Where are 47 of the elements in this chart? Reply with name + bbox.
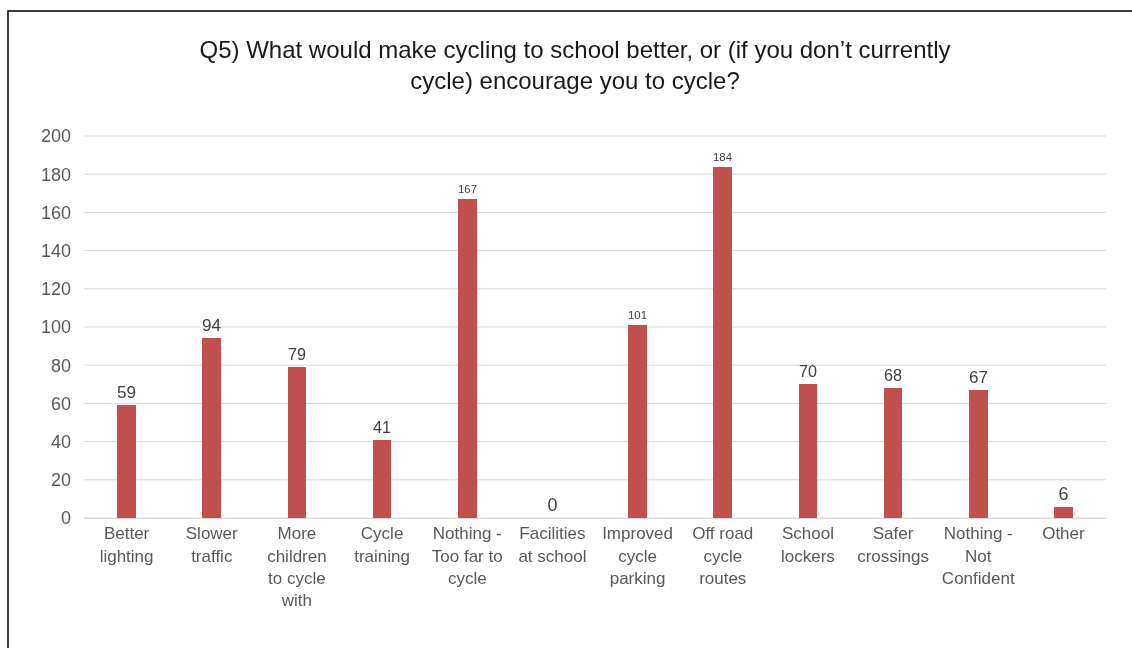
data-label: 94 xyxy=(202,316,221,336)
x-tick-label: Cycle training xyxy=(354,524,410,566)
y-tick-label: 60 xyxy=(50,393,71,414)
chart-title: Q5) What would make cycling to school better, or (if you don’t currently cycle) encourage you to cycle? xyxy=(199,36,951,95)
data-label: 0 xyxy=(547,495,558,515)
bar xyxy=(799,384,817,518)
bar xyxy=(969,390,988,518)
x-tick-label: School lockers xyxy=(780,524,835,566)
data-label: 41 xyxy=(373,418,391,437)
data-label: 68 xyxy=(884,366,902,385)
bar xyxy=(458,199,477,518)
bar xyxy=(1054,507,1073,518)
data-label: 67 xyxy=(969,368,988,388)
y-tick-label: 120 xyxy=(40,279,71,300)
bar xyxy=(713,167,732,518)
y-tick-label: 180 xyxy=(40,164,71,185)
bar xyxy=(288,367,306,518)
x-tick-label: Nothing - Not Confident xyxy=(941,524,1015,588)
x-tick-label: Facilities at school xyxy=(518,524,587,566)
x-tick-label: More children to cycle with xyxy=(267,524,327,610)
y-tick-label: 0 xyxy=(60,508,71,529)
data-label: 59 xyxy=(117,383,136,403)
data-label: 79 xyxy=(288,345,306,364)
x-tick-label: Nothing - Too far to cycle xyxy=(431,524,503,588)
y-tick-label: 100 xyxy=(40,317,71,338)
x-tick-label: Other xyxy=(1042,524,1086,544)
bar xyxy=(628,325,647,518)
data-label: 6 xyxy=(1058,484,1069,504)
y-tick-label: 40 xyxy=(50,431,71,452)
bar xyxy=(117,405,136,518)
x-tick-label: Safer crossings xyxy=(857,524,929,566)
x-tick-label: Improved cycle parking xyxy=(602,524,674,588)
data-label: 184 xyxy=(713,151,732,164)
data-label: 101 xyxy=(628,309,647,322)
x-tick-label: Off road cycle routes xyxy=(692,524,754,588)
y-tick-label: 160 xyxy=(40,202,71,223)
x-tick-label: Better lighting xyxy=(99,524,154,566)
y-tick-label: 20 xyxy=(50,470,71,491)
y-tick-label: 80 xyxy=(50,355,71,376)
y-tick-label: 200 xyxy=(40,126,71,147)
x-tick-label: Slower traffic xyxy=(185,524,239,566)
y-tick-label: 140 xyxy=(40,240,71,261)
bar xyxy=(884,388,902,518)
data-label: 70 xyxy=(799,362,817,381)
bar xyxy=(202,338,221,518)
bar xyxy=(373,440,391,518)
data-label: 167 xyxy=(458,183,477,196)
